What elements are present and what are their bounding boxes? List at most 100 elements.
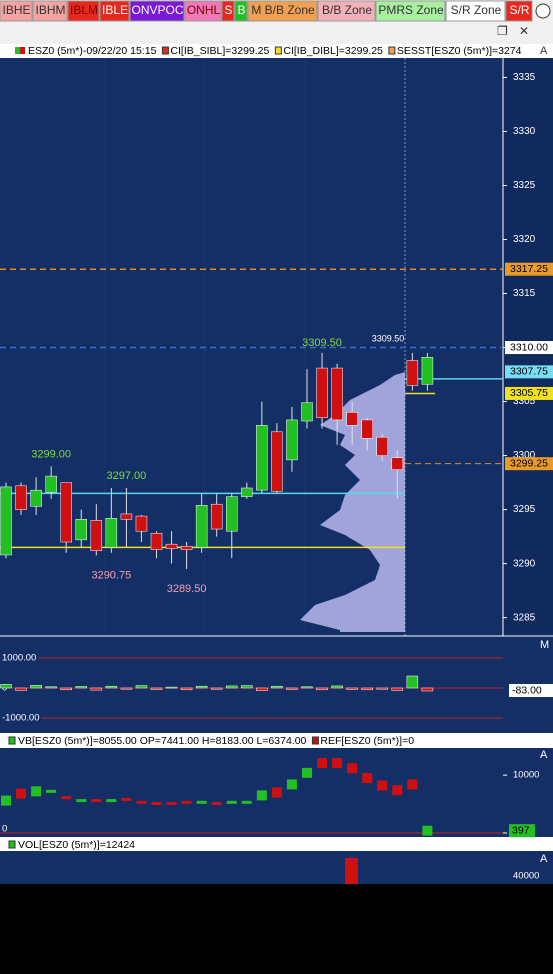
delta-tag bbox=[509, 683, 553, 697]
toolbar-button[interactable] bbox=[247, 0, 318, 22]
delta-tag-label: -83.00 bbox=[512, 684, 542, 696]
y-tick-label: 3295 bbox=[513, 504, 536, 515]
vb-box bbox=[362, 773, 373, 784]
toolbar-button[interactable] bbox=[221, 0, 235, 22]
price-annotation: 3309.50 bbox=[372, 333, 405, 343]
legend-swatch bbox=[8, 840, 16, 849]
clock-icon[interactable] bbox=[535, 3, 551, 19]
vb-box bbox=[136, 800, 147, 804]
delta-bar bbox=[30, 685, 42, 689]
toolbar-button[interactable] bbox=[67, 0, 100, 22]
candle-body bbox=[241, 487, 253, 497]
vb-box bbox=[392, 785, 403, 796]
delta-bar bbox=[195, 685, 208, 689]
candle-body bbox=[210, 503, 223, 530]
candle-body bbox=[421, 357, 434, 385]
y-tick-label: 10000 bbox=[513, 770, 539, 781]
vb-box bbox=[196, 800, 207, 804]
toolbar-button-label: PMRS Zone bbox=[378, 3, 444, 17]
candle-body bbox=[105, 517, 118, 548]
delta-bar bbox=[226, 685, 238, 689]
candle-body bbox=[376, 436, 388, 456]
price-tag-label: 3305.75 bbox=[510, 387, 548, 399]
toolbar-button-label: IBHM bbox=[36, 3, 66, 17]
delta-bar bbox=[0, 684, 12, 689]
delta-bar bbox=[45, 686, 57, 689]
y-tick-bg bbox=[0, 712, 42, 724]
vb-header-bg bbox=[0, 733, 553, 748]
y-tick-label: 40000 bbox=[513, 871, 539, 882]
delta-bar bbox=[361, 687, 373, 691]
toolbar-button[interactable] bbox=[505, 0, 533, 22]
toolbar-button[interactable] bbox=[375, 0, 446, 22]
candle-body bbox=[150, 533, 163, 550]
toolbar-button[interactable] bbox=[99, 0, 130, 22]
delta-bar bbox=[346, 687, 358, 690]
y-tick-label: 3305 bbox=[513, 396, 536, 407]
delta-panel-bg bbox=[0, 636, 553, 733]
candle-body bbox=[301, 402, 313, 422]
vb-header: VB[ESZ0 (5m*)]=8055.00 OP=7441.00 H=8183… bbox=[18, 735, 307, 747]
vb-box bbox=[256, 790, 267, 801]
candle-body bbox=[180, 546, 193, 550]
vb-box bbox=[166, 801, 177, 805]
restore-icon[interactable]: ❐ bbox=[497, 24, 508, 38]
vol-header: VOL[ESZ0 (5m*)]=12424 bbox=[18, 839, 135, 851]
delta-bar bbox=[165, 686, 178, 689]
y-tick-label: 3290 bbox=[513, 558, 536, 569]
scale-a: A bbox=[540, 45, 548, 57]
toolbar-button[interactable] bbox=[445, 0, 506, 22]
candle-body bbox=[165, 543, 178, 549]
close-icon[interactable]: ✕ bbox=[519, 24, 529, 38]
delta-bar bbox=[75, 686, 87, 689]
delta-bar bbox=[135, 685, 148, 689]
vol-bar-partial bbox=[345, 858, 358, 884]
vb-header: REF[ESZ0 (5m*)]=0 bbox=[320, 735, 414, 747]
vb-box bbox=[407, 779, 418, 790]
y-tick-label: 3315 bbox=[513, 288, 536, 299]
price-annotation: 3299.00 bbox=[31, 448, 71, 460]
candle-body bbox=[331, 367, 343, 421]
toolbar-button[interactable] bbox=[184, 0, 222, 22]
toolbar-button[interactable] bbox=[234, 0, 248, 22]
y-tick-bg bbox=[0, 652, 39, 664]
vb-box bbox=[271, 787, 282, 798]
delta-bar bbox=[105, 685, 118, 689]
delta-bar bbox=[331, 685, 343, 689]
toolbar-button[interactable] bbox=[317, 0, 376, 22]
toolbar-button-label: IBHE bbox=[2, 3, 30, 17]
vb-box bbox=[286, 779, 297, 790]
vb-box bbox=[76, 799, 87, 803]
toolbar-button[interactable] bbox=[32, 0, 68, 22]
y-tick-label: 3300 bbox=[513, 450, 536, 461]
vb-box bbox=[91, 799, 102, 803]
y-tick-label: 0 bbox=[2, 823, 7, 834]
candle-body bbox=[45, 475, 57, 493]
y-tick-label: 3320 bbox=[513, 234, 536, 245]
vb-box bbox=[332, 758, 343, 769]
vb-box bbox=[151, 801, 162, 805]
vb-box bbox=[46, 789, 57, 793]
toolbar-button-label: M B/B Zone bbox=[251, 3, 315, 17]
price-tag bbox=[505, 341, 553, 355]
toolbar-button[interactable] bbox=[0, 0, 33, 22]
delta-bar bbox=[256, 687, 268, 691]
symbol-label: ESZ0 (5m*)-09/22/20 15:15 bbox=[28, 45, 157, 57]
delta-bar bbox=[241, 685, 253, 689]
candle-body bbox=[226, 496, 238, 532]
legend-swatch bbox=[8, 736, 16, 745]
study-swatch bbox=[274, 46, 282, 55]
delta-bar bbox=[120, 687, 133, 690]
vb-box bbox=[317, 758, 328, 769]
candle-body bbox=[90, 520, 103, 551]
vb-box bbox=[241, 800, 252, 804]
price-tag bbox=[505, 365, 553, 379]
toolbar-button[interactable] bbox=[129, 0, 185, 22]
vb-box bbox=[377, 780, 388, 791]
price-annotation: 3309.50 bbox=[302, 337, 342, 349]
price-tag-label: 3317.25 bbox=[510, 263, 548, 275]
candle-body bbox=[30, 489, 42, 507]
study-swatch bbox=[388, 46, 396, 55]
price-tag bbox=[505, 262, 553, 276]
delta-bar bbox=[376, 687, 388, 690]
